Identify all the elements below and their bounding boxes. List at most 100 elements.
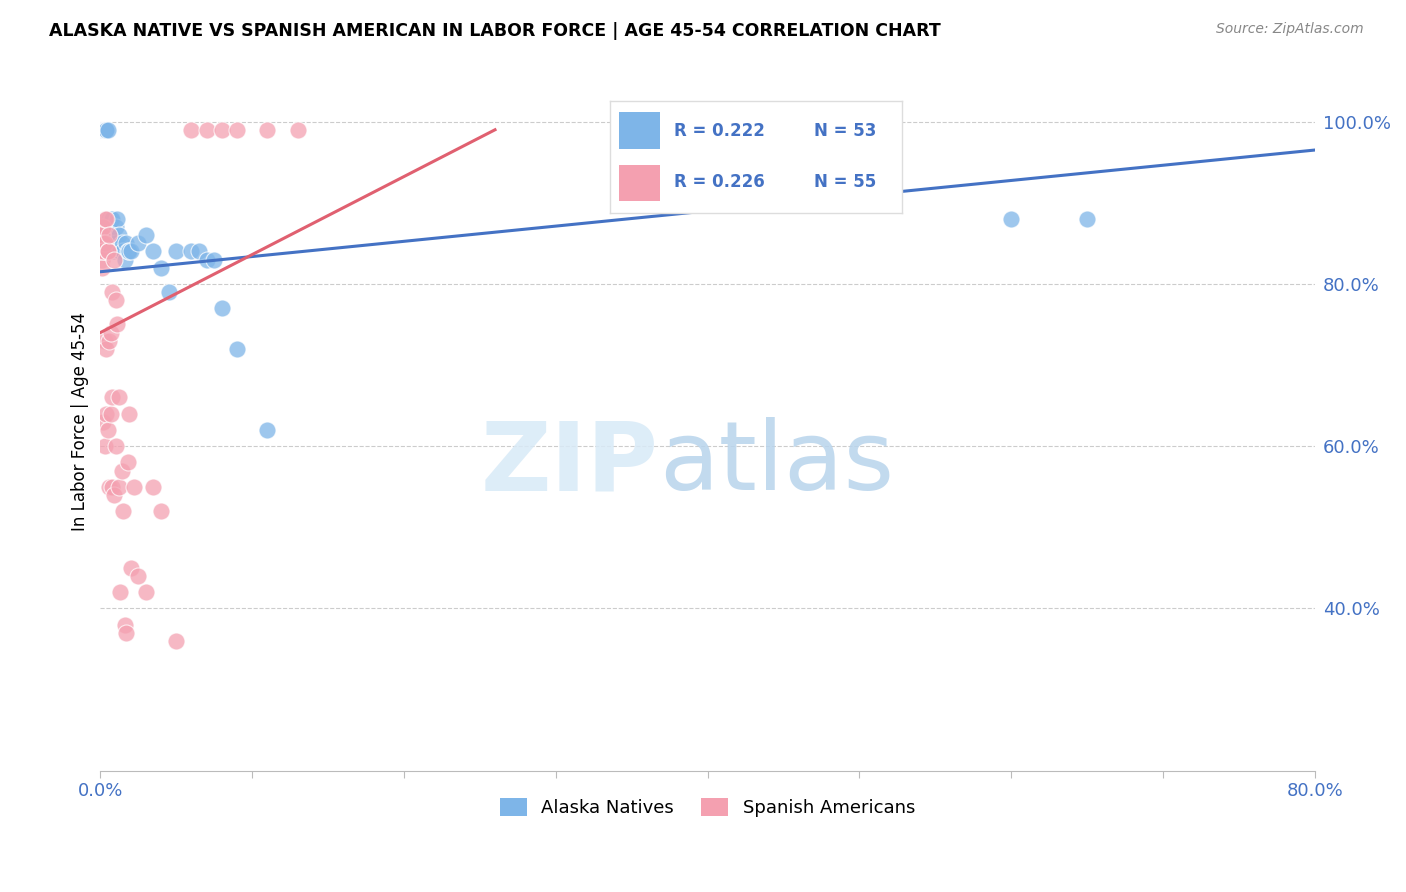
Point	[103, 236, 125, 251]
Point	[118, 407, 141, 421]
Point	[142, 480, 165, 494]
Point	[96, 212, 118, 227]
Point	[104, 236, 127, 251]
Point	[107, 228, 129, 243]
Point	[98, 212, 121, 227]
Point	[94, 439, 117, 453]
Point	[97, 236, 120, 251]
Point	[90, 122, 112, 136]
Point	[115, 236, 138, 251]
Point	[195, 252, 218, 267]
Point	[98, 228, 121, 243]
Point	[256, 122, 278, 136]
Point	[256, 423, 278, 437]
Point	[118, 244, 141, 259]
Text: Source: ZipAtlas.com: Source: ZipAtlas.com	[1216, 22, 1364, 37]
Text: ALASKA NATIVE VS SPANISH AMERICAN IN LABOR FORCE | AGE 45-54 CORRELATION CHART: ALASKA NATIVE VS SPANISH AMERICAN IN LAB…	[49, 22, 941, 40]
Point	[90, 122, 112, 136]
Point	[101, 480, 124, 494]
Point	[101, 391, 124, 405]
Point	[103, 252, 125, 267]
Point	[94, 122, 117, 136]
Point	[180, 122, 202, 136]
Point	[127, 236, 149, 251]
Point	[226, 122, 249, 136]
Text: atlas: atlas	[659, 417, 894, 510]
Point	[112, 504, 135, 518]
Point	[180, 244, 202, 259]
Point	[211, 301, 233, 316]
Legend: Alaska Natives, Spanish Americans: Alaska Natives, Spanish Americans	[492, 790, 922, 824]
Point	[90, 260, 112, 275]
Point	[97, 220, 120, 235]
Point	[104, 439, 127, 453]
Point	[96, 122, 118, 136]
Point	[98, 334, 121, 348]
Point	[90, 220, 112, 235]
Point	[107, 391, 129, 405]
Point	[107, 480, 129, 494]
Point	[90, 122, 112, 136]
Point	[97, 423, 120, 437]
Point	[112, 244, 135, 259]
Point	[97, 244, 120, 259]
Point	[105, 318, 128, 332]
Point	[165, 633, 187, 648]
Point	[202, 252, 225, 267]
Point	[94, 212, 117, 227]
Point	[108, 244, 131, 259]
Point	[120, 244, 142, 259]
Point	[103, 244, 125, 259]
Point	[110, 236, 132, 251]
Point	[1000, 212, 1022, 227]
Point	[211, 122, 233, 136]
Point	[104, 220, 127, 235]
Point	[120, 561, 142, 575]
Point	[107, 244, 129, 259]
Point	[101, 212, 124, 227]
Point	[90, 244, 112, 259]
Point	[114, 252, 136, 267]
Point	[103, 488, 125, 502]
Point	[96, 122, 118, 136]
Point	[90, 228, 112, 243]
Point	[104, 293, 127, 307]
Point	[100, 407, 122, 421]
Point	[100, 326, 122, 340]
Point	[94, 122, 117, 136]
Point	[93, 122, 115, 136]
Point	[105, 212, 128, 227]
Point	[93, 236, 115, 251]
Point	[98, 480, 121, 494]
Point	[93, 244, 115, 259]
Point	[287, 122, 309, 136]
Point	[117, 244, 139, 259]
Point	[101, 228, 124, 243]
Point	[195, 122, 218, 136]
Point	[90, 236, 112, 251]
Point	[90, 252, 112, 267]
Point	[100, 212, 122, 227]
Point	[101, 285, 124, 299]
Point	[93, 122, 115, 136]
Point	[90, 122, 112, 136]
Point	[110, 463, 132, 477]
Point	[1076, 212, 1098, 227]
Point	[98, 228, 121, 243]
Point	[127, 569, 149, 583]
Point	[150, 504, 173, 518]
Point	[135, 585, 157, 599]
Point	[97, 244, 120, 259]
Point	[94, 236, 117, 251]
Point	[165, 244, 187, 259]
Point	[114, 617, 136, 632]
Point	[94, 334, 117, 348]
Text: ZIP: ZIP	[481, 417, 659, 510]
Point	[188, 244, 211, 259]
Point	[96, 407, 118, 421]
Point	[157, 285, 180, 299]
Point	[142, 244, 165, 259]
Point	[90, 122, 112, 136]
Y-axis label: In Labor Force | Age 45-54: In Labor Force | Age 45-54	[72, 312, 89, 532]
Point	[96, 122, 118, 136]
